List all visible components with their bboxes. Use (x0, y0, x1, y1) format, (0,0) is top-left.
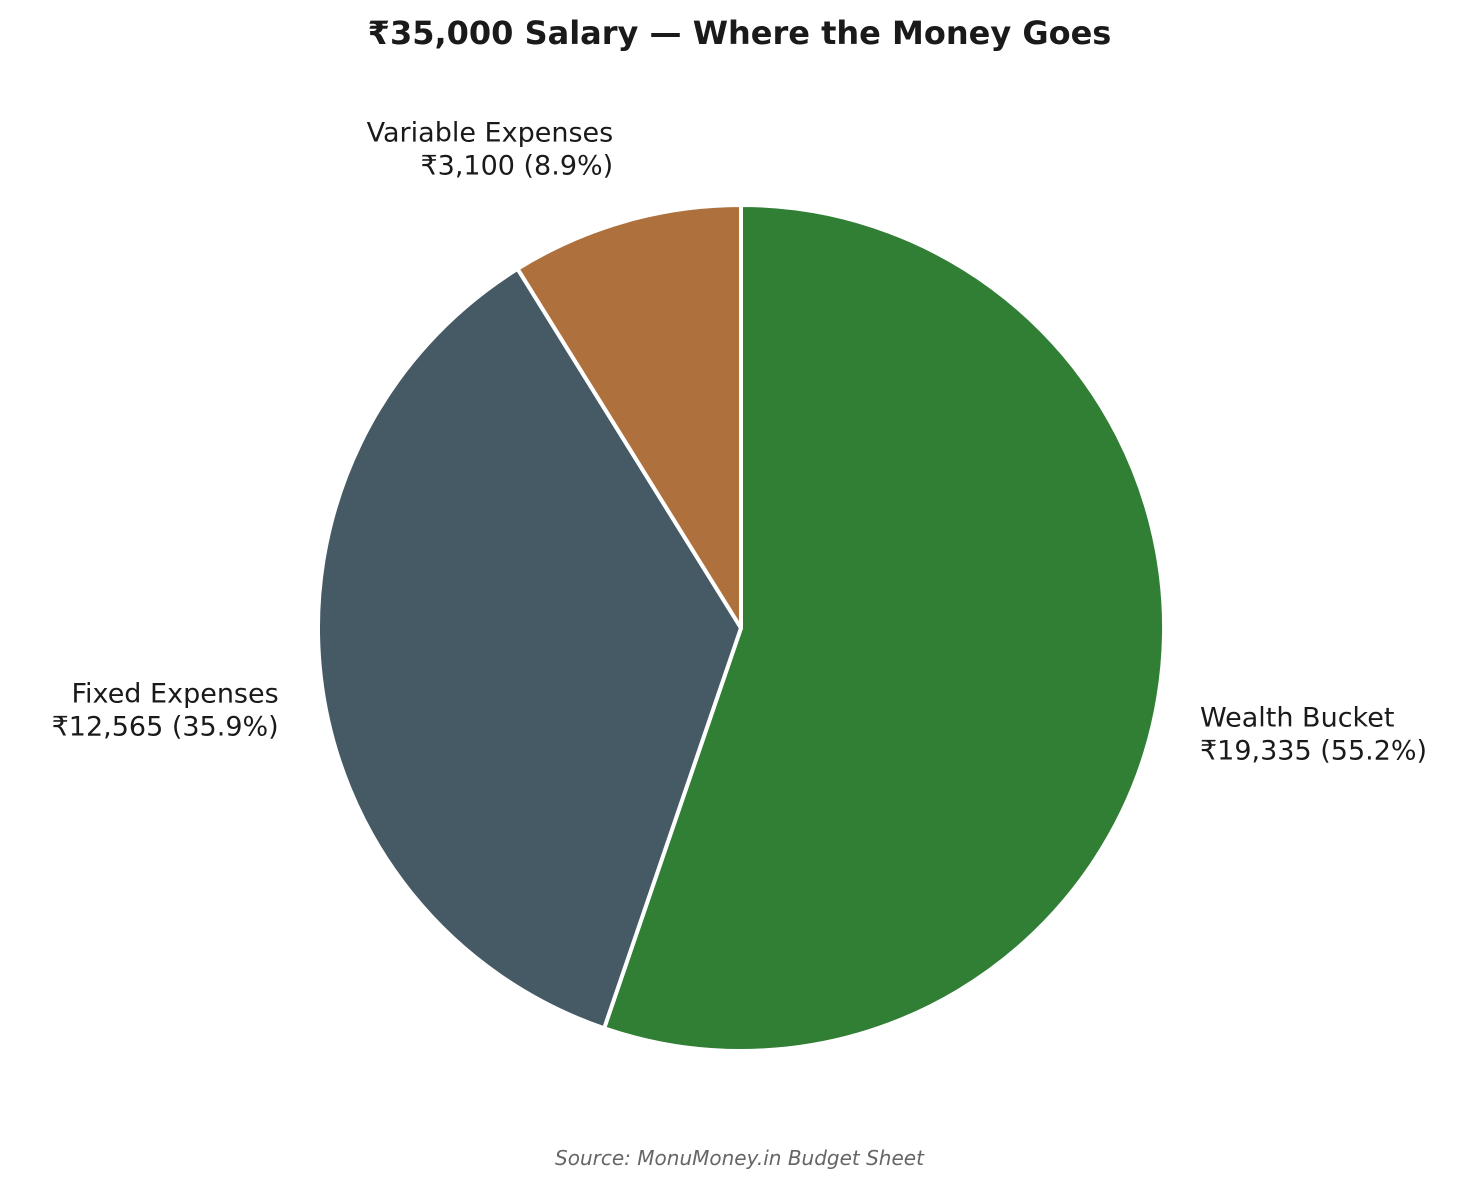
slice-label-value: ₹19,335 (55.2%) (1200, 735, 1427, 766)
slice-label-value: ₹12,565 (35.9%) (52, 712, 279, 743)
pie-slice-variable-expenses (515, 203, 743, 630)
slice-label-name: Variable Expenses (367, 118, 614, 149)
slice-label-name: Fixed Expenses (71, 679, 278, 710)
pie-labels: Wealth Bucket ₹19,335 (55.2%) Fixed Expens… (52, 118, 1427, 767)
slice-label-name: Wealth Bucket (1200, 702, 1394, 733)
pie-slices (316, 203, 1166, 1053)
slice-label-value: ₹3,100 (8.9%) (420, 151, 613, 182)
chart-source-note: Source: MonuMoney.in Budget Sheet (555, 1146, 924, 1170)
slice-label-wealth-bucket: Wealth Bucket ₹19,335 (55.2%) (1200, 702, 1427, 766)
chart-title: ₹35,000 Salary — Where the Money Goes (367, 14, 1112, 52)
slice-label-fixed-expenses: Fixed Expenses ₹12,565 (35.9%) (52, 679, 279, 743)
pie-slice-wealth-bucket (602, 203, 1166, 1053)
slice-label-variable-expenses: Variable Expenses ₹3,100 (8.9%) (367, 118, 614, 182)
